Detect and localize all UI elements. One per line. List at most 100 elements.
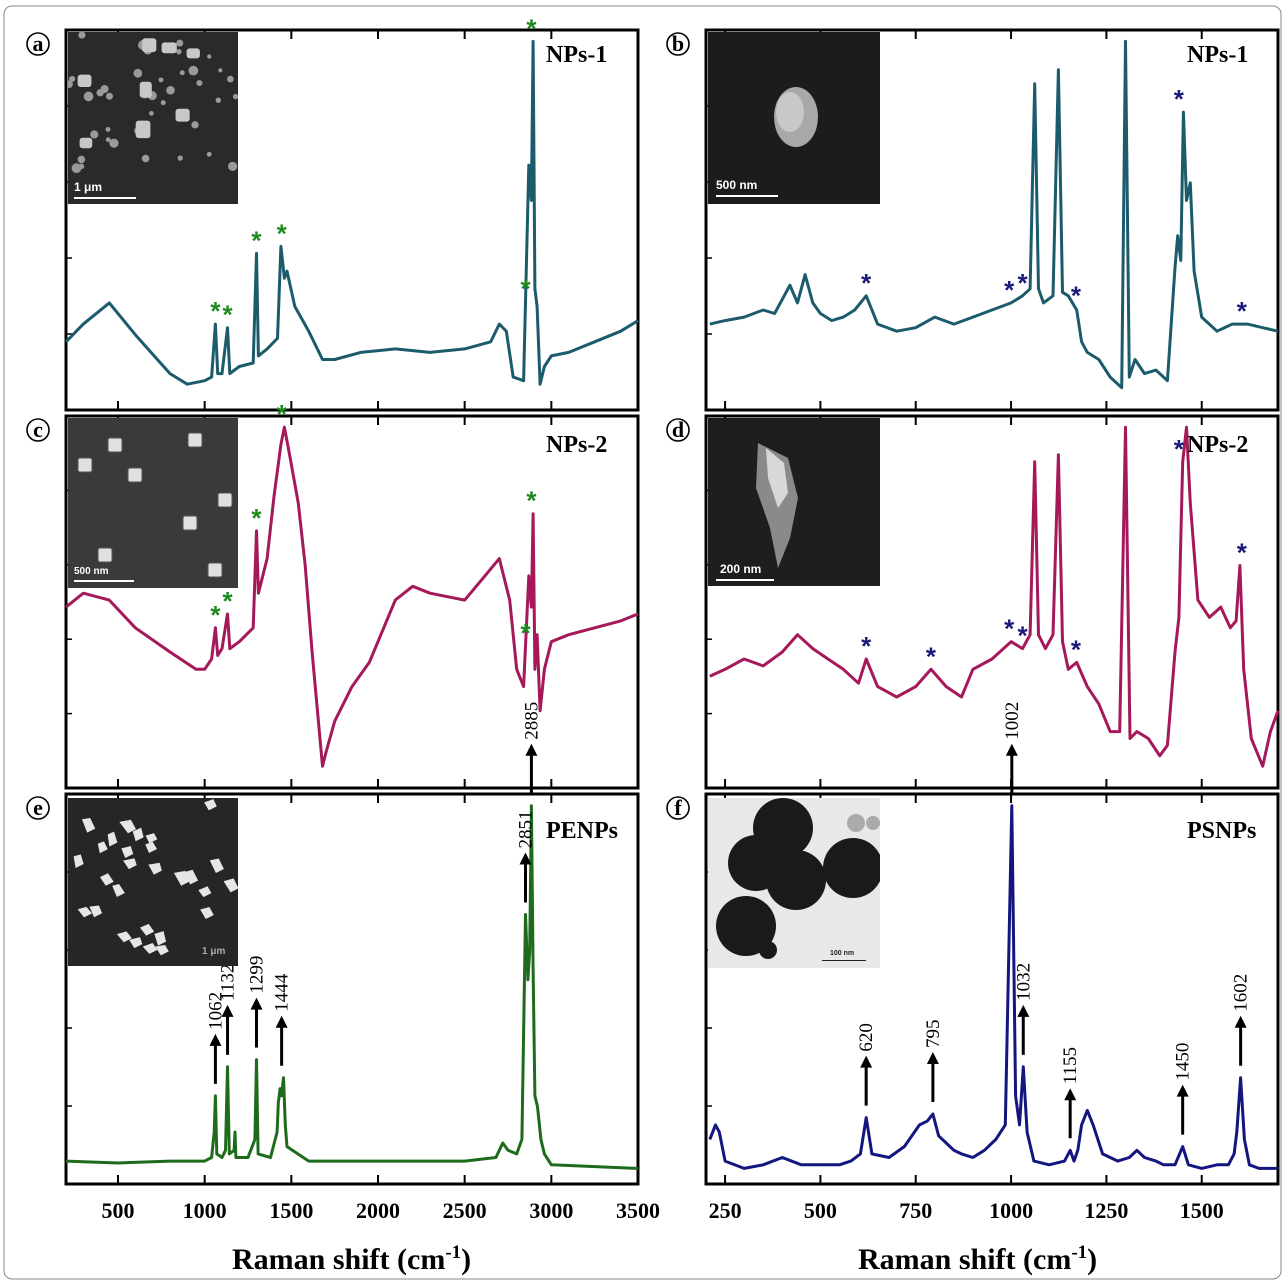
particle — [179, 70, 185, 76]
peak-star: * — [1174, 434, 1185, 464]
panel-c: c* ***** — [26, 399, 640, 790]
x-tick-label: 1250 — [1084, 1198, 1128, 1223]
particle — [776, 92, 804, 132]
particle — [175, 108, 190, 122]
scale-d-bar — [716, 579, 774, 581]
inset-a-sem: 1 μm — [68, 32, 238, 204]
particle — [155, 944, 169, 956]
peak-star: * — [526, 13, 537, 43]
peak-label: 1602 — [1231, 974, 1252, 1012]
particle — [176, 39, 184, 47]
x-tick-label: 2000 — [356, 1198, 400, 1223]
particle — [207, 562, 223, 578]
particle — [139, 81, 152, 98]
peak-star: * — [210, 600, 221, 630]
x-tick-label: 3500 — [616, 1198, 660, 1223]
peak-star: * — [861, 268, 872, 298]
particle — [145, 833, 158, 844]
spectrum-line-f — [708, 804, 1278, 1170]
figure-border — [3, 5, 1282, 1280]
particle — [161, 42, 177, 54]
particle — [196, 79, 203, 87]
peak-arrow-head — [926, 1051, 939, 1064]
peak-star: * — [1071, 281, 1082, 311]
particle — [77, 457, 93, 473]
particle — [132, 827, 144, 842]
scale-c-text: 500 nm — [74, 566, 109, 577]
panel-f-frame — [704, 792, 1280, 1186]
particle — [191, 121, 199, 129]
inset-image — [68, 32, 238, 174]
peak-arrow-head — [1064, 1088, 1077, 1101]
particle — [215, 97, 222, 103]
particle — [68, 80, 73, 88]
panel-b-title: NPs-1 — [1187, 42, 1249, 68]
panel-a-frame — [64, 28, 640, 412]
particle — [227, 75, 234, 83]
particle — [83, 91, 94, 102]
x-tick-label: 1000 — [989, 1198, 1033, 1223]
spectrum-line-b — [709, 39, 1279, 390]
particle — [186, 48, 200, 59]
particle — [228, 161, 238, 171]
panel-d-label-circle — [666, 418, 690, 442]
particle — [209, 858, 224, 874]
particle — [756, 443, 798, 568]
particle — [139, 923, 155, 936]
particle — [182, 515, 198, 531]
peak-star: * — [251, 503, 262, 533]
scale-f-bar — [822, 960, 866, 961]
inset-c-sem: 500 nm — [68, 418, 238, 588]
peak-star: * — [1004, 275, 1015, 305]
peak-label: 1444 — [272, 973, 293, 1012]
particle — [105, 126, 111, 132]
inset-image — [756, 443, 798, 568]
peak-label: 2851 — [516, 811, 537, 849]
particle — [97, 841, 108, 854]
x-axis-label-left: Raman shift (cm-1) — [232, 1242, 472, 1276]
x-tick-label: 1500 — [1180, 1198, 1224, 1223]
peak-star: * — [1237, 296, 1248, 326]
panel-f-label: f — [674, 795, 682, 820]
peak-star: * — [222, 586, 233, 616]
particle — [187, 432, 203, 448]
peak-star: * — [1017, 621, 1028, 651]
panel-d-title: NPs-2 — [1187, 432, 1249, 458]
particle — [133, 68, 143, 78]
particle — [105, 92, 113, 100]
particle — [759, 941, 777, 959]
peak-star: * — [210, 296, 221, 326]
panel-c-title: NPs-2 — [546, 432, 608, 458]
peak-label: 1062 — [205, 992, 226, 1030]
panel-d-frame — [704, 414, 1280, 790]
particle — [154, 931, 167, 946]
scale-c-bar — [74, 580, 134, 582]
panel-b: b* * * *** — [666, 28, 1280, 412]
particle — [89, 905, 103, 918]
particle — [77, 906, 93, 918]
scale-b-bar — [716, 195, 778, 197]
particle — [69, 75, 76, 82]
x-tick-label: 3000 — [529, 1198, 573, 1223]
peak-star: * — [277, 399, 288, 429]
panel-b-label: b — [672, 31, 684, 56]
peak-star: * — [1004, 614, 1015, 644]
peak-star: * — [520, 618, 531, 648]
particle — [100, 85, 109, 94]
scale-a-text: 1 μm — [74, 180, 103, 194]
particle — [116, 931, 132, 943]
peak-star: * — [520, 274, 531, 304]
spectrum-line-e — [65, 804, 639, 1170]
panel-a: a* ** *** — [26, 13, 640, 412]
x-tick-label: 1500 — [269, 1198, 313, 1223]
particle — [129, 937, 143, 949]
panel-d-label: d — [672, 417, 684, 442]
inset-e-sem: 1 μm — [68, 798, 238, 966]
particle — [166, 85, 175, 95]
peak-arrow-head — [860, 1055, 873, 1068]
x-tick-label: 500 — [804, 1198, 837, 1223]
panel-a-label: a — [33, 31, 44, 56]
scale-f-text: 100 nm — [830, 950, 855, 957]
peak-star: * — [1017, 268, 1028, 298]
